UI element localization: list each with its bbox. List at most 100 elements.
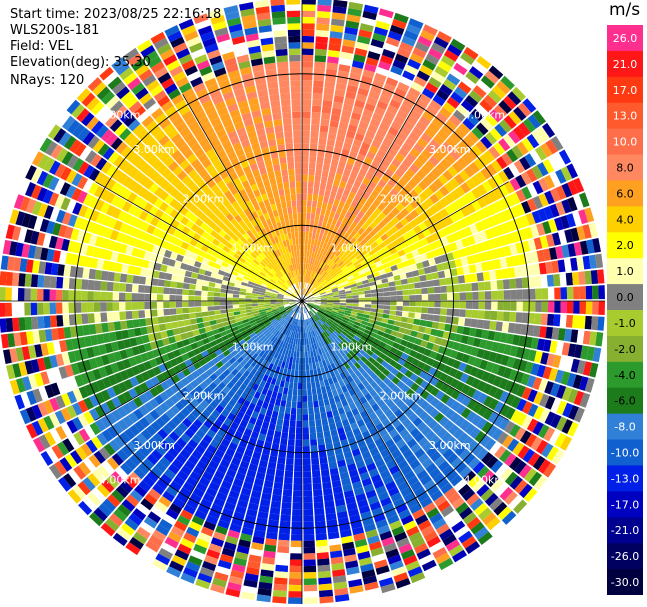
- range-gate: [284, 381, 290, 389]
- range-gate: [67, 214, 78, 227]
- range-gate: [450, 400, 461, 412]
- range-gate: [280, 310, 287, 315]
- range-gate: [258, 245, 265, 252]
- range-gate: [164, 315, 172, 323]
- range-gate: [351, 247, 358, 255]
- range-gate: [393, 115, 405, 126]
- range-gate: [364, 304, 372, 308]
- range-gate: [131, 437, 143, 449]
- range-gate: [148, 437, 160, 449]
- range-gate: [257, 301, 265, 304]
- range-gate: [340, 275, 347, 281]
- range-gate: [277, 294, 284, 298]
- range-gate: [98, 248, 107, 259]
- range-gate: [380, 404, 390, 413]
- range-gate: [154, 175, 166, 186]
- range-gate: [317, 558, 330, 566]
- range-gate: [353, 260, 360, 267]
- range-gate: [128, 388, 138, 399]
- range-gate: [319, 269, 325, 276]
- range-gate: [283, 297, 290, 299]
- range-gate: [405, 398, 415, 408]
- range-gate: [84, 207, 94, 220]
- range-gate: [365, 489, 377, 499]
- range-gate: [215, 404, 225, 414]
- range-gate: [286, 322, 291, 330]
- range-gate: [270, 302, 277, 305]
- range-gate: [325, 371, 332, 379]
- range-gate: [254, 267, 261, 274]
- range-gate: [19, 409, 31, 425]
- range-gate: [515, 312, 523, 323]
- range-gate: [189, 493, 202, 504]
- range-gate: [248, 316, 255, 322]
- range-gate: [460, 206, 471, 217]
- range-gate: [549, 203, 560, 218]
- range-gate: [525, 433, 538, 448]
- range-gate: [353, 250, 361, 257]
- range-gate: [344, 554, 358, 563]
- range-gate: [278, 325, 284, 332]
- range-gate: [255, 348, 263, 355]
- range-gate: [350, 357, 357, 365]
- range-gate: [328, 197, 335, 205]
- range-gate: [171, 94, 184, 106]
- range-gate: [58, 131, 72, 147]
- range-gate: [318, 341, 323, 348]
- range-gate: [309, 317, 314, 324]
- range-gate: [75, 278, 83, 290]
- range-gate: [78, 386, 89, 399]
- range-gate: [372, 32, 387, 43]
- range-gate: [156, 163, 168, 175]
- range-gate: [167, 258, 176, 267]
- range-gate: [457, 81, 472, 94]
- range-gate: [445, 316, 453, 324]
- range-gate: [201, 285, 209, 292]
- range-gate: [316, 11, 331, 19]
- range-gate: [193, 361, 202, 370]
- range-gate: [69, 326, 78, 338]
- range-gate: [201, 158, 212, 169]
- range-gate: [297, 338, 300, 346]
- range-gate: [328, 269, 335, 276]
- range-gate: [394, 337, 403, 344]
- range-gate: [220, 357, 229, 365]
- range-gate: [239, 460, 250, 470]
- range-gate: [307, 293, 313, 298]
- range-gate: [276, 281, 283, 287]
- range-gate: [201, 121, 213, 132]
- range-gate: [312, 86, 324, 94]
- range-gate: [408, 18, 424, 30]
- range-gate: [493, 414, 505, 427]
- range-gate: [121, 264, 129, 274]
- range-gate: [319, 596, 334, 604]
- range-gate: [274, 312, 281, 317]
- range-gate: [57, 327, 66, 340]
- range-gate: [78, 204, 88, 218]
- range-gate: [309, 363, 313, 370]
- range-gate: [330, 313, 337, 318]
- range-gate: [273, 482, 283, 490]
- range-gate: [415, 98, 428, 110]
- range-gate: [556, 400, 568, 415]
- range-gate: [260, 235, 267, 243]
- range-gate: [264, 301, 271, 303]
- range-gate: [88, 234, 98, 246]
- range-gate: [206, 429, 216, 439]
- range-gate: [76, 88, 91, 103]
- range-gate: [261, 228, 268, 236]
- range-gate: [309, 369, 314, 377]
- range-gate: [163, 156, 175, 168]
- range-gate: [373, 207, 382, 217]
- range-gate: [526, 418, 539, 433]
- range-gate: [93, 185, 105, 198]
- range-gate: [330, 333, 336, 340]
- range-gate: [469, 66, 484, 80]
- range-gate: [482, 408, 494, 421]
- range-gate: [113, 508, 128, 522]
- range-gate: [383, 542, 397, 553]
- range-gate: [152, 483, 165, 496]
- range-gate: [37, 274, 45, 288]
- range-gate: [215, 318, 223, 324]
- range-gate: [55, 425, 67, 440]
